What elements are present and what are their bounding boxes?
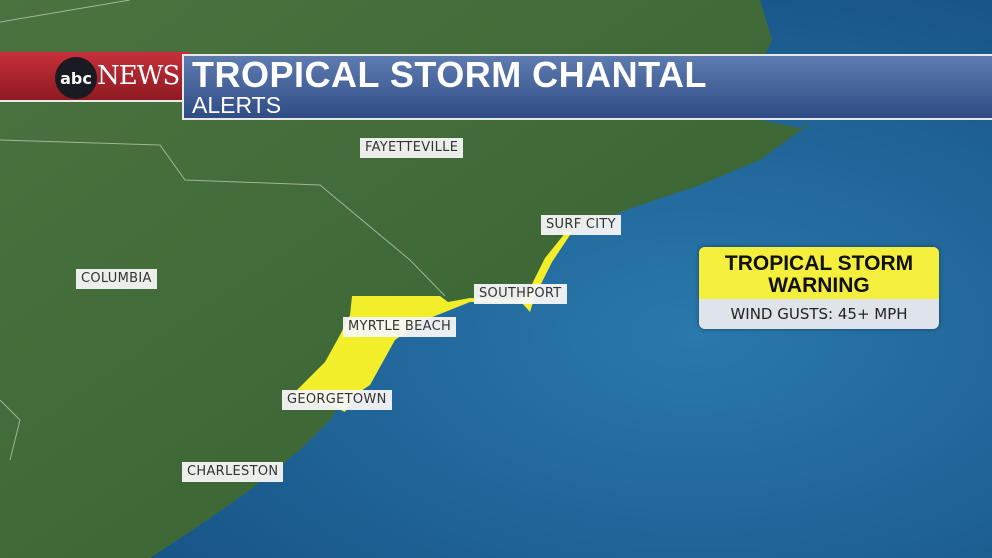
city-label-charleston: CHARLESTON xyxy=(182,462,284,482)
tropical-storm-warning-zone xyxy=(295,232,572,412)
city-label-myrtle-beach: MYRTLE BEACH xyxy=(343,317,457,337)
logo-news-text: NEWS xyxy=(97,61,180,91)
title-banner xyxy=(182,54,992,120)
city-label-fayetteville: FAYETTEVILLE xyxy=(360,138,464,158)
headline-subtitle: ALERTS xyxy=(192,92,282,118)
city-label-georgetown: GEORGETOWN xyxy=(282,390,392,410)
headline-title: TROPICAL STORM CHANTAL xyxy=(192,54,707,95)
state-borders xyxy=(0,0,446,461)
alert-title: TROPICAL STORM WARNING xyxy=(699,247,939,299)
alert-detail: WIND GUSTS: 45+ MPH xyxy=(730,305,908,323)
city-label-southport: SOUTHPORT xyxy=(474,284,567,304)
alert-title-line2: WARNING xyxy=(768,274,870,297)
logo-abc-text: abc xyxy=(60,68,92,88)
alert-title-line1: TROPICAL STORM xyxy=(724,252,914,275)
land xyxy=(0,0,812,558)
abc-logo: abc xyxy=(55,57,97,99)
alert-box: TROPICAL STORM WARNING WIND GUSTS: 45+ M… xyxy=(699,247,939,329)
city-label-surf-city: SURF CITY xyxy=(541,215,621,235)
city-label-columbia: COLUMBIA xyxy=(76,269,157,289)
